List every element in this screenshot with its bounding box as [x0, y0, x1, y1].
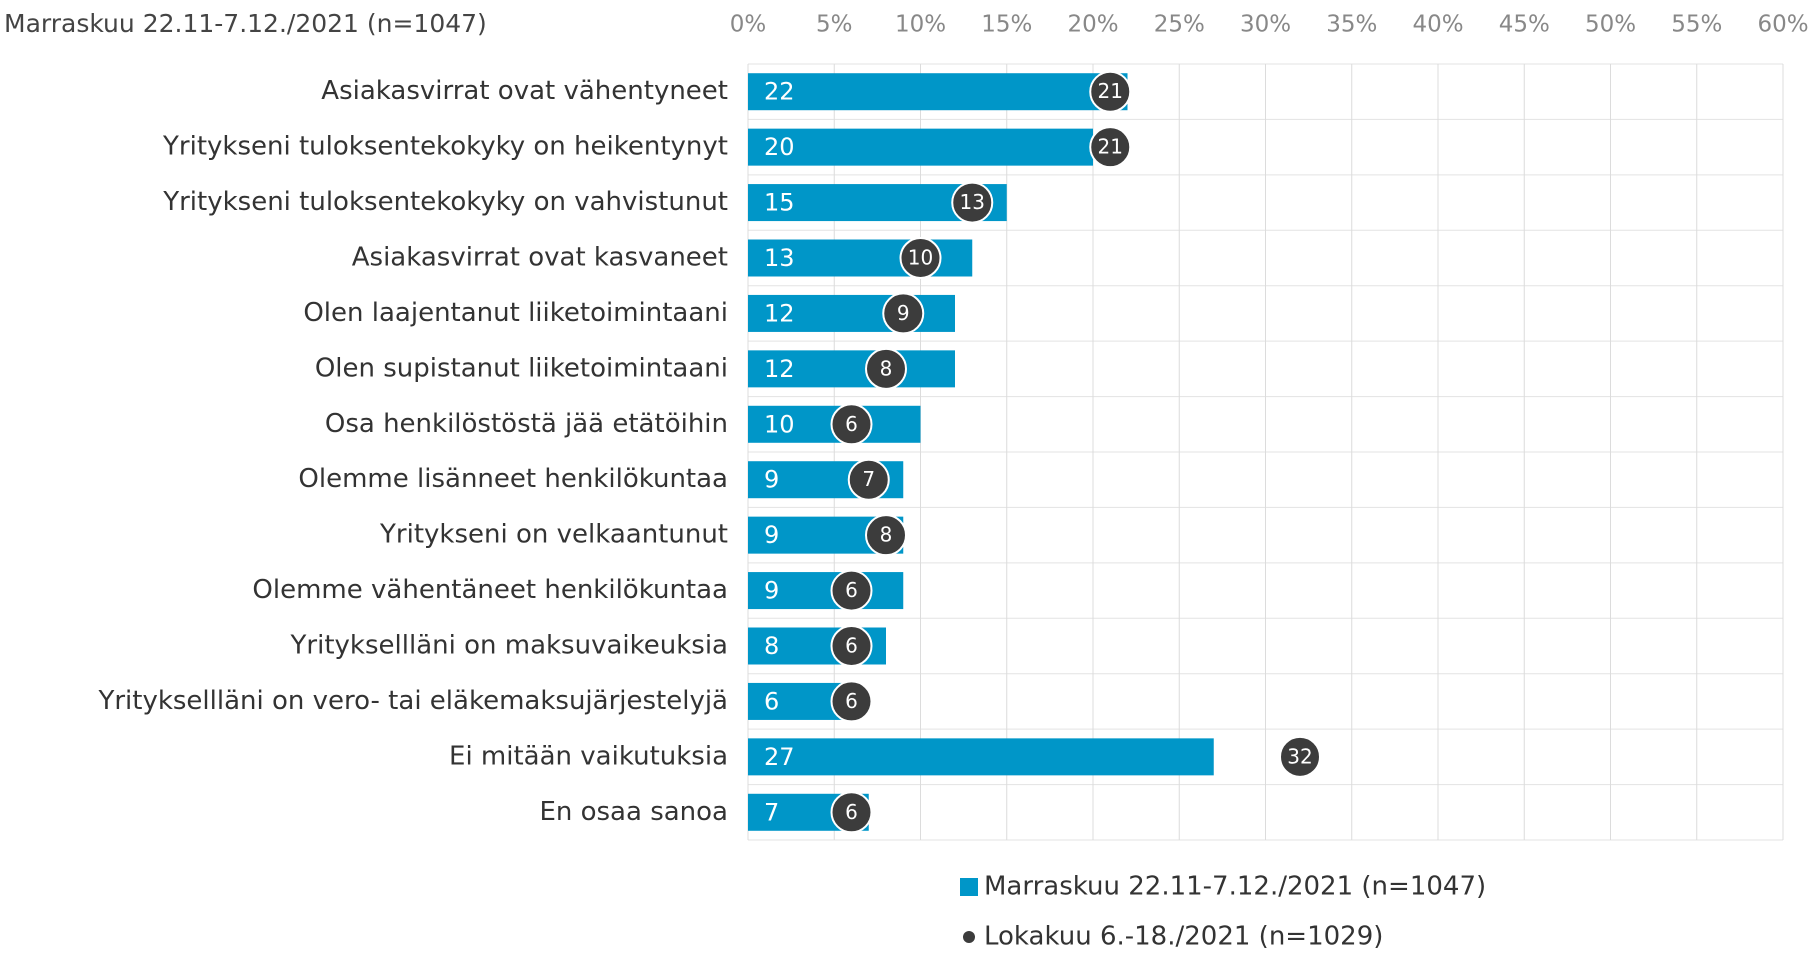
- x-tick-label: 5%: [816, 12, 853, 38]
- x-tick-label: 20%: [1067, 12, 1118, 38]
- dot-value-label: 7: [862, 467, 875, 491]
- bar: [748, 128, 1093, 166]
- dot-value-label: 13: [960, 190, 985, 214]
- dot: [865, 347, 907, 390]
- bar-value-label: 8: [764, 632, 779, 660]
- y-tick-label: Olemme lisänneet henkilökuntaa: [298, 464, 728, 494]
- y-tick-label: Asiakasvirrat ovat vähentyneet: [321, 76, 728, 106]
- x-tick-label: 40%: [1412, 12, 1463, 38]
- legend-label: Lokakuu 6.-18./2021 (n=1029): [984, 922, 1383, 952]
- dot-value-label: 6: [845, 578, 858, 602]
- dot-value-label: 8: [880, 523, 893, 547]
- dot-value-label: 6: [845, 800, 858, 824]
- x-tick-label: 30%: [1240, 12, 1291, 38]
- bar-value-label: 9: [764, 466, 779, 494]
- y-tick-label: Yritykseni tuloksentekokyky on heikentyn…: [162, 132, 728, 162]
- bar-value-label: 7: [764, 798, 779, 826]
- dot: [830, 791, 873, 834]
- dot: [830, 680, 873, 723]
- x-tick-label: 50%: [1585, 12, 1636, 38]
- bar-value-label: 9: [764, 521, 779, 549]
- bar-value-label: 12: [764, 299, 795, 327]
- y-tick-label: Olen supistanut liiketoimintaani: [315, 353, 728, 383]
- dot-value-label: 6: [845, 689, 858, 713]
- y-tick-label: Yritykseni tuloksentekokyky on vahvistun…: [162, 187, 728, 217]
- dot-value-label: 21: [1098, 79, 1123, 103]
- y-tick-label: Ei mitään vaikutuksia: [449, 741, 728, 771]
- x-tick-label: 25%: [1154, 12, 1205, 38]
- dot: [830, 403, 873, 446]
- dot: [865, 514, 907, 557]
- bar-value-label: 10: [764, 410, 795, 438]
- bar: [748, 350, 955, 388]
- dot: [830, 625, 873, 667]
- chart-subtitle: Marraskuu 22.11-7.12./2021 (n=1047): [4, 9, 487, 38]
- bar-value-label: 13: [764, 244, 795, 272]
- bar-value-label: 12: [764, 355, 795, 383]
- bar-value-label: 27: [764, 743, 795, 771]
- dot-value-label: 6: [845, 412, 858, 436]
- bar: [748, 572, 904, 610]
- bar-value-label: 9: [764, 577, 779, 605]
- dot-value-label: 10: [908, 246, 933, 270]
- x-tick-label: 15%: [981, 12, 1032, 38]
- dot: [1089, 70, 1132, 113]
- dot: [847, 458, 890, 501]
- x-tick-label: 35%: [1326, 12, 1377, 38]
- bar-value-label: 6: [764, 687, 779, 715]
- y-tick-label: Yritykseni on velkaantunut: [379, 520, 728, 550]
- bar-value-label: 15: [764, 189, 795, 217]
- y-tick-label: Yrityksellläni on vero- tai eläkemaksujä…: [97, 686, 728, 716]
- dot: [1279, 735, 1321, 778]
- dot: [882, 292, 925, 335]
- dot-value-label: 8: [880, 356, 893, 380]
- x-tick-label: 45%: [1499, 12, 1550, 38]
- y-tick-label: En osaa sanoa: [539, 797, 728, 827]
- x-tick-label: 10%: [895, 12, 946, 38]
- dot-value-label: 9: [897, 301, 910, 325]
- x-tick-label: 55%: [1671, 12, 1722, 38]
- dot: [1089, 126, 1132, 169]
- dot-value-label: 32: [1287, 744, 1312, 768]
- dot-value-label: 21: [1098, 135, 1123, 159]
- legend-swatch: [963, 931, 975, 943]
- dot: [951, 181, 994, 224]
- y-tick-label: Olemme vähentäneet henkilökuntaa: [252, 575, 728, 605]
- y-tick-label: Yrityksellläni on maksuvaikeuksia: [290, 631, 728, 661]
- dot: [899, 237, 942, 279]
- dot: [830, 569, 873, 612]
- bar: [748, 738, 1214, 776]
- bar-value-label: 22: [764, 78, 795, 106]
- x-tick-label: 0%: [730, 12, 767, 38]
- y-tick-label: Osa henkilöstöstä jää etätöihin: [325, 409, 728, 439]
- x-tick-label: 60%: [1757, 12, 1808, 38]
- bar-value-label: 20: [764, 133, 795, 161]
- y-tick-label: Asiakasvirrat ovat kasvaneet: [352, 243, 728, 273]
- dot-value-label: 6: [845, 634, 858, 658]
- legend-swatch: [960, 878, 978, 896]
- y-tick-label: Olen laajentanut liiketoimintaani: [303, 298, 728, 328]
- legend-label: Marraskuu 22.11-7.12./2021 (n=1047): [984, 872, 1486, 902]
- bar: [748, 73, 1128, 111]
